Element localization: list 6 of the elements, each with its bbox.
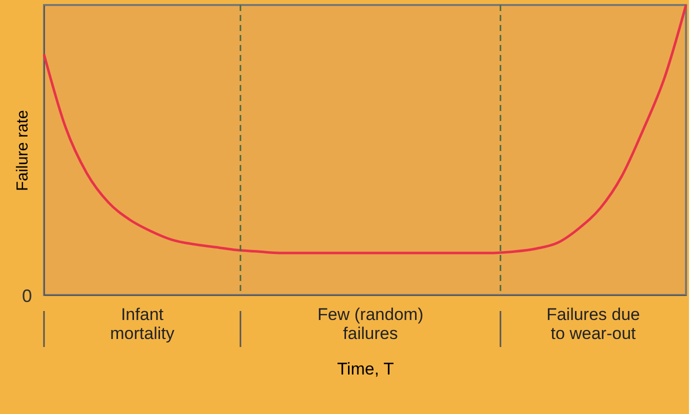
x-axis-title: Time, T [337,360,394,378]
text: Failures due to wear-out [546,305,640,343]
text: Few (random) failures [318,305,424,343]
y-axis-title: Failure rate [14,110,32,191]
text: 0 [22,286,32,306]
text: Infant mortality [110,305,175,343]
